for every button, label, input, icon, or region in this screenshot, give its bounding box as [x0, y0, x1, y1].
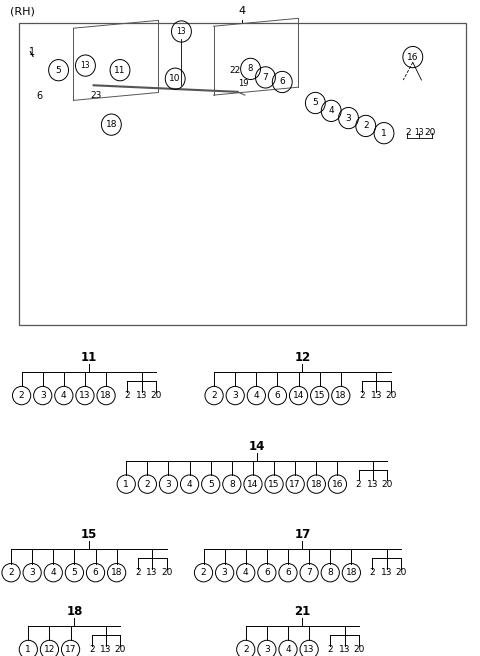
Text: 8: 8 [327, 568, 333, 577]
Text: 15: 15 [268, 480, 280, 489]
Text: 2: 2 [363, 121, 369, 131]
Text: 4: 4 [239, 7, 246, 16]
Text: 2: 2 [243, 645, 249, 654]
Text: 20: 20 [161, 568, 172, 577]
Text: 20: 20 [382, 480, 393, 489]
Text: 2: 2 [19, 391, 24, 400]
Text: 2: 2 [124, 391, 130, 400]
Text: 13: 13 [303, 645, 315, 654]
Text: 6: 6 [264, 568, 270, 577]
Text: 13: 13 [367, 480, 379, 489]
Text: 14: 14 [293, 391, 304, 400]
Text: 8: 8 [248, 64, 253, 73]
Text: 18: 18 [106, 120, 117, 129]
Text: 6: 6 [93, 568, 98, 577]
Text: 4: 4 [187, 480, 192, 489]
Text: 20: 20 [385, 391, 396, 400]
Text: 12: 12 [294, 351, 311, 364]
Text: 3: 3 [222, 568, 228, 577]
Text: 7: 7 [263, 73, 268, 82]
Text: 14: 14 [247, 480, 259, 489]
Text: 20: 20 [424, 128, 436, 137]
Text: 20: 20 [115, 645, 126, 654]
Text: 10: 10 [169, 74, 181, 83]
Text: 22: 22 [229, 66, 241, 75]
Text: 13: 13 [371, 391, 382, 400]
Text: 4: 4 [50, 568, 56, 577]
Text: 18: 18 [335, 391, 347, 400]
Text: 18: 18 [311, 480, 322, 489]
Text: 4: 4 [328, 106, 334, 115]
Text: 13: 13 [381, 568, 393, 577]
Text: 18: 18 [100, 391, 112, 400]
Text: 2: 2 [89, 645, 95, 654]
Text: 13: 13 [81, 61, 90, 70]
Text: 6: 6 [279, 77, 285, 87]
Text: 6: 6 [36, 91, 42, 102]
Text: 4: 4 [243, 568, 249, 577]
Text: 2: 2 [8, 568, 14, 577]
Text: 20: 20 [396, 568, 407, 577]
Text: 2: 2 [359, 391, 365, 400]
Text: 20: 20 [150, 391, 162, 400]
Text: 2: 2 [327, 645, 333, 654]
Text: 13: 13 [136, 391, 147, 400]
Text: 1: 1 [25, 645, 31, 654]
Text: 2: 2 [211, 391, 217, 400]
Text: 5: 5 [208, 480, 214, 489]
Text: 23: 23 [90, 91, 102, 100]
Text: 11: 11 [81, 351, 97, 364]
Text: 16: 16 [332, 480, 343, 489]
Text: (RH): (RH) [10, 7, 35, 16]
Text: 21: 21 [294, 605, 311, 618]
Text: 3: 3 [29, 568, 35, 577]
Text: 2: 2 [370, 568, 375, 577]
Text: 3: 3 [264, 645, 270, 654]
Text: 4: 4 [253, 391, 259, 400]
Text: 20: 20 [353, 645, 365, 654]
Text: 1: 1 [123, 480, 129, 489]
Text: 19: 19 [239, 79, 249, 88]
Text: 12: 12 [44, 645, 55, 654]
Text: 5: 5 [72, 568, 77, 577]
Text: 2: 2 [135, 568, 141, 577]
Text: 2: 2 [144, 480, 150, 489]
Text: 2: 2 [406, 128, 411, 137]
Text: 11: 11 [114, 66, 126, 75]
Text: 7: 7 [306, 568, 312, 577]
Text: 5: 5 [312, 98, 318, 108]
Text: 13: 13 [339, 645, 350, 654]
Text: 6: 6 [285, 568, 291, 577]
Text: 1: 1 [381, 129, 387, 138]
Text: 4: 4 [61, 391, 67, 400]
Text: 13: 13 [100, 645, 112, 654]
FancyBboxPatch shape [19, 23, 466, 325]
Text: 14: 14 [249, 440, 265, 453]
Text: 2: 2 [201, 568, 206, 577]
Text: 8: 8 [229, 480, 235, 489]
Text: 13: 13 [414, 128, 424, 137]
Text: 3: 3 [40, 391, 46, 400]
Text: 5: 5 [56, 66, 61, 75]
Text: 15: 15 [81, 528, 97, 541]
Text: 13: 13 [177, 27, 186, 36]
Text: 17: 17 [289, 480, 301, 489]
Text: 17: 17 [294, 528, 311, 541]
Text: 17: 17 [65, 645, 76, 654]
Text: 3: 3 [346, 113, 351, 123]
Text: 18: 18 [346, 568, 357, 577]
Text: 16: 16 [407, 52, 419, 62]
Text: 3: 3 [232, 391, 238, 400]
Text: 6: 6 [275, 391, 280, 400]
Text: 18: 18 [66, 605, 83, 618]
Text: 3: 3 [166, 480, 171, 489]
Text: 18: 18 [111, 568, 122, 577]
Text: 2: 2 [356, 480, 361, 489]
Text: 15: 15 [314, 391, 325, 400]
Text: 1: 1 [29, 47, 35, 58]
Text: 4: 4 [285, 645, 291, 654]
Text: 13: 13 [79, 391, 91, 400]
Text: 13: 13 [146, 568, 158, 577]
